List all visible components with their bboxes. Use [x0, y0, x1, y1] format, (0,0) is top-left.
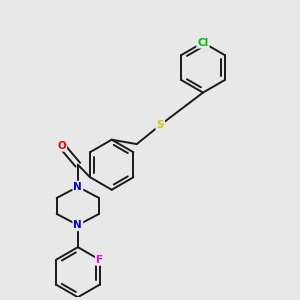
Text: N: N: [74, 182, 82, 192]
Text: F: F: [96, 255, 103, 265]
Text: Cl: Cl: [197, 38, 208, 47]
Text: N: N: [74, 220, 82, 230]
Text: O: O: [57, 141, 66, 151]
Text: S: S: [157, 120, 164, 130]
